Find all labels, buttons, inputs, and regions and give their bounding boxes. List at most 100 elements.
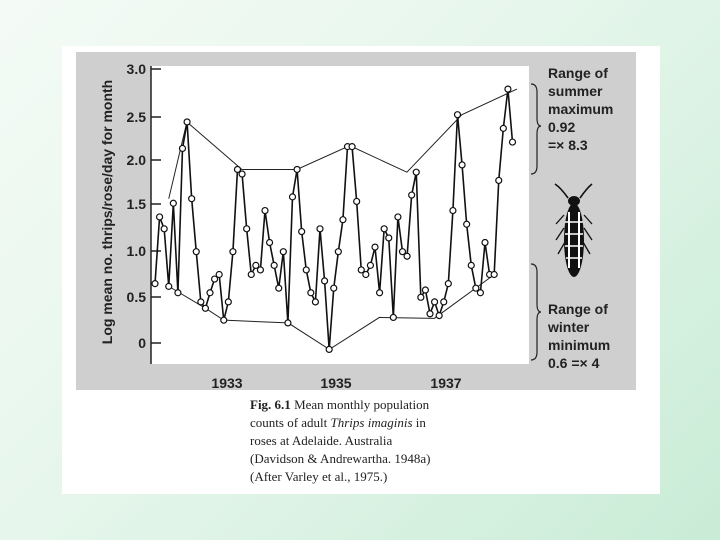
data-point bbox=[389, 313, 397, 322]
data-point bbox=[403, 252, 411, 260]
data-point bbox=[371, 243, 379, 251]
winter-minimum-envelope bbox=[168, 274, 495, 350]
species-name: Thrips imaginis bbox=[330, 415, 413, 430]
y-tick-label: 3.0 bbox=[127, 61, 147, 77]
y-axis: 3.0 2.5 2.0 1.5 1.0 0.5 0 bbox=[127, 61, 161, 351]
data-point bbox=[256, 266, 265, 274]
figure-number: Fig. 6.1 bbox=[250, 397, 291, 412]
winter-line: 0.6 =× 4 bbox=[548, 355, 600, 371]
data-point bbox=[302, 266, 310, 274]
data-point bbox=[229, 248, 237, 256]
data-point bbox=[408, 191, 416, 199]
data-point bbox=[311, 298, 320, 306]
y-tick-label: 2.5 bbox=[127, 109, 147, 125]
data-point bbox=[316, 225, 324, 233]
data-point bbox=[449, 206, 457, 215]
data-point bbox=[385, 234, 393, 242]
x-axis: 1933 1935 1937 bbox=[211, 375, 461, 391]
data-point bbox=[499, 124, 507, 132]
data-point bbox=[178, 144, 187, 153]
caption-text: in bbox=[412, 415, 426, 430]
summer-range-label: Range of summer maximum 0.92 =× 8.3 bbox=[548, 65, 613, 153]
data-point bbox=[467, 261, 475, 269]
data-point bbox=[330, 284, 338, 292]
data-point bbox=[472, 284, 480, 292]
data-point bbox=[458, 161, 466, 169]
data-point bbox=[284, 319, 292, 327]
data-point bbox=[265, 238, 274, 247]
caption-text: Mean monthly population bbox=[294, 397, 430, 412]
data-point bbox=[252, 261, 260, 269]
data-point bbox=[165, 282, 173, 290]
y-tick-label: 0 bbox=[138, 335, 146, 351]
figure-caption-line-1: Fig. 6.1 Mean monthly population bbox=[250, 396, 429, 414]
winter-range-label: Range of winter minimum 0.6 =× 4 bbox=[547, 301, 610, 371]
data-point bbox=[375, 289, 384, 297]
data-point bbox=[224, 298, 232, 306]
data-point bbox=[463, 220, 471, 228]
data-point bbox=[421, 286, 430, 294]
data-point bbox=[444, 280, 452, 288]
summer-range-bracket bbox=[530, 83, 542, 175]
winter-line: Range of bbox=[548, 301, 608, 317]
data-point bbox=[398, 248, 407, 256]
data-point bbox=[293, 165, 301, 174]
data-point bbox=[495, 176, 503, 185]
summer-line: maximum bbox=[548, 101, 613, 117]
data-point bbox=[353, 197, 361, 206]
y-tick-label: 0.5 bbox=[127, 289, 147, 305]
data-point bbox=[426, 310, 434, 318]
x-tick-label: 1933 bbox=[211, 375, 242, 391]
data-point bbox=[215, 270, 223, 279]
data-point bbox=[508, 138, 517, 146]
x-tick-label: 1935 bbox=[320, 375, 351, 391]
data-point bbox=[270, 261, 278, 269]
monthly-series-points bbox=[151, 85, 517, 353]
data-point bbox=[288, 193, 297, 201]
data-point bbox=[220, 316, 228, 324]
data-point bbox=[151, 280, 159, 288]
data-point bbox=[155, 213, 164, 221]
caption-text: counts of adult bbox=[250, 415, 331, 430]
data-point bbox=[417, 293, 425, 301]
data-point bbox=[160, 225, 168, 233]
data-point bbox=[188, 195, 196, 203]
data-point bbox=[298, 227, 306, 236]
data-point bbox=[394, 213, 402, 221]
data-point bbox=[339, 216, 347, 224]
y-axis-title: Log mean no. thrips/rose/day for month bbox=[99, 80, 115, 344]
data-point bbox=[490, 270, 498, 279]
data-point bbox=[275, 284, 283, 292]
data-point bbox=[334, 248, 342, 256]
summer-line: =× 8.3 bbox=[548, 137, 588, 153]
data-point bbox=[320, 277, 329, 285]
data-point bbox=[481, 238, 489, 247]
data-point bbox=[183, 118, 191, 126]
data-point bbox=[243, 225, 251, 233]
data-point bbox=[504, 85, 512, 93]
summer-line: Range of bbox=[548, 65, 608, 81]
data-point bbox=[206, 289, 214, 297]
data-point bbox=[210, 275, 219, 283]
data-point bbox=[453, 111, 462, 119]
data-point bbox=[366, 261, 375, 269]
x-tick-label: 1937 bbox=[430, 375, 461, 391]
data-point bbox=[362, 270, 370, 279]
y-tick-label: 1.5 bbox=[127, 196, 147, 212]
winter-line: winter bbox=[547, 319, 590, 335]
winter-line: minimum bbox=[548, 337, 610, 353]
data-point bbox=[169, 199, 177, 207]
figure-caption-line-3: roses at Adelaide. Australia bbox=[250, 433, 393, 448]
data-point bbox=[279, 248, 287, 256]
figure-caption-line-2: counts of adult Thrips imaginis in bbox=[250, 414, 426, 432]
plot-area bbox=[151, 66, 529, 364]
data-point bbox=[325, 345, 333, 353]
data-point bbox=[174, 289, 182, 297]
data-point bbox=[348, 143, 356, 151]
data-point bbox=[440, 298, 448, 306]
data-point bbox=[412, 168, 420, 176]
data-point bbox=[201, 304, 210, 312]
data-point bbox=[380, 225, 388, 233]
data-point bbox=[430, 298, 439, 306]
